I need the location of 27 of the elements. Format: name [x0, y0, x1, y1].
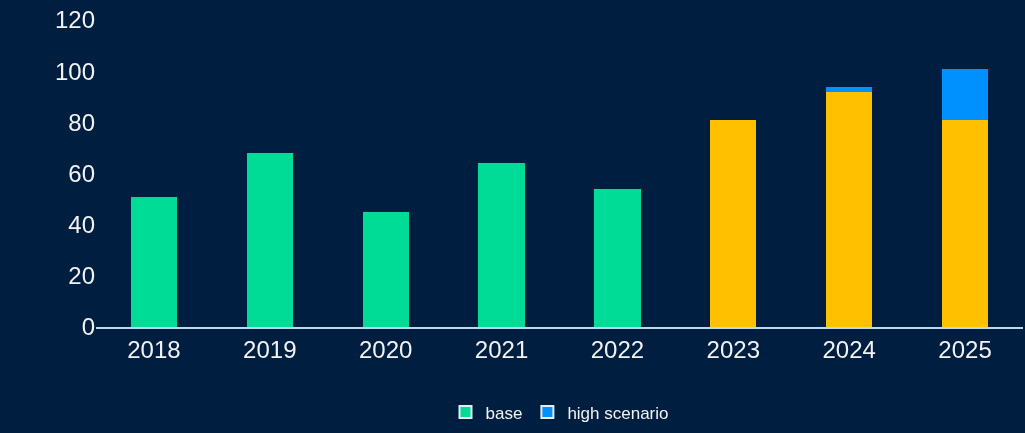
- y-tick-label: 120: [54, 6, 95, 34]
- x-tick-label: 2021: [474, 335, 529, 363]
- bar: [478, 163, 525, 327]
- bar: [826, 86, 873, 92]
- x-tick-label: 2024: [822, 335, 876, 363]
- x-tick-label: 2020: [358, 335, 413, 363]
- y-tick-label: 20: [68, 262, 95, 290]
- x-tick-label: 2025: [938, 335, 992, 363]
- bar: [941, 119, 989, 327]
- y-tick-label: 80: [68, 108, 95, 136]
- x-tick-label: 2018: [127, 335, 181, 363]
- legend-label: base: [485, 403, 523, 423]
- bar: [362, 211, 409, 327]
- y-tick-label: 0: [81, 313, 95, 341]
- bar: [130, 196, 178, 327]
- y-tick-label: 100: [54, 57, 95, 85]
- x-tick-label: 2022: [590, 335, 645, 363]
- legend-label: high scenario: [567, 403, 669, 423]
- y-tick-label: 60: [68, 159, 95, 187]
- bar: [246, 153, 293, 327]
- x-tick-label: 2019: [243, 335, 297, 363]
- bar: [710, 119, 757, 327]
- bar: [826, 91, 873, 327]
- y-tick-label: 40: [68, 211, 95, 239]
- x-tick-label: 2023: [706, 335, 761, 363]
- bar: [941, 68, 989, 120]
- bar: [594, 188, 641, 327]
